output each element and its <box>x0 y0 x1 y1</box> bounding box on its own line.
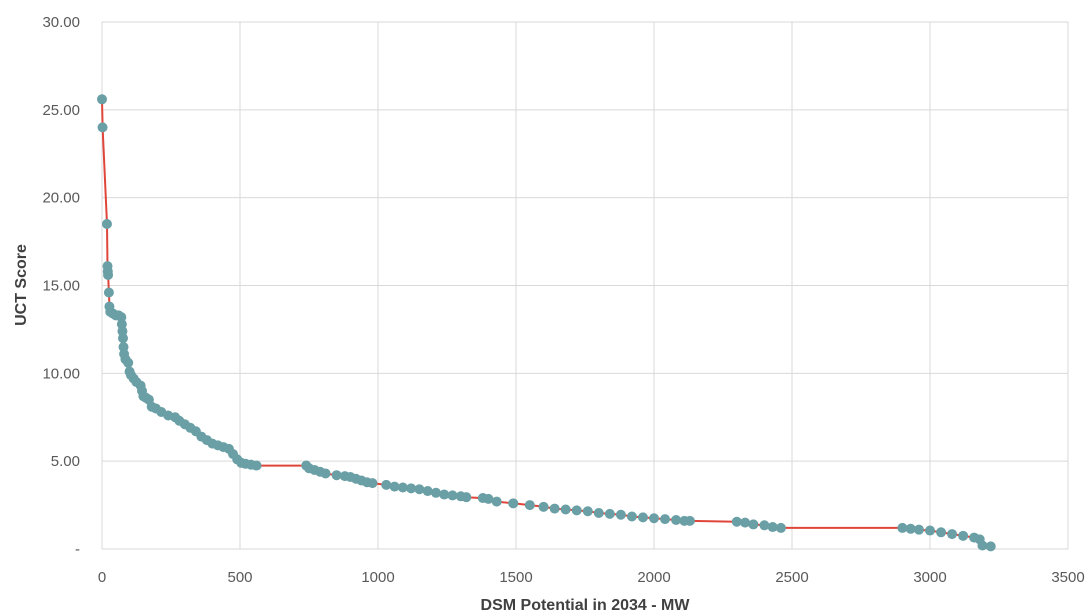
data-point <box>684 515 695 526</box>
plot-area <box>101 21 1069 550</box>
data-point <box>748 519 759 530</box>
y-tick-label: 30.00 <box>42 14 80 31</box>
data-point <box>422 486 433 497</box>
y-tick-label: 5.00 <box>51 453 80 470</box>
data-point <box>767 522 778 533</box>
data-point <box>925 525 935 536</box>
data-series <box>97 94 996 552</box>
data-point <box>958 530 969 541</box>
data-point <box>123 357 134 368</box>
data-point <box>97 94 107 105</box>
x-tick-label: 1500 <box>499 569 532 586</box>
data-point <box>103 269 114 280</box>
data-point <box>759 520 770 531</box>
data-point <box>367 478 378 489</box>
data-point <box>637 512 648 523</box>
data-point <box>740 517 751 528</box>
data-point <box>671 515 682 526</box>
x-tick-label: 2000 <box>637 569 670 586</box>
x-axis-title: DSM Potential in 2034 - MW <box>481 597 691 614</box>
data-point <box>571 505 582 516</box>
data-point <box>397 482 408 493</box>
series-line <box>101 99 991 548</box>
data-point <box>381 479 392 490</box>
data-point <box>430 487 441 498</box>
data-point <box>560 504 571 515</box>
x-tick-label: 500 <box>227 569 252 586</box>
data-point <box>626 511 637 522</box>
y-axis-title: UCT Score <box>13 244 30 326</box>
data-point <box>439 489 450 500</box>
data-point <box>491 496 502 507</box>
data-point <box>615 509 626 520</box>
data-point <box>447 490 458 501</box>
data-point <box>582 506 593 517</box>
x-tick-label: 2500 <box>775 569 808 586</box>
data-point <box>103 287 114 298</box>
x-tick-label: 1000 <box>361 569 394 586</box>
data-point <box>414 484 425 495</box>
data-point <box>117 333 128 344</box>
data-point <box>977 540 988 551</box>
data-point <box>389 481 400 492</box>
data-point <box>913 524 924 535</box>
y-tick-label: 20.00 <box>42 190 80 207</box>
tick-labels: 0 500 1000 1500 2000 2500 3000 3500 - 5.00 10.00 15… <box>42 14 1084 586</box>
data-point <box>775 522 786 533</box>
data-point <box>251 460 262 471</box>
data-point <box>985 541 996 552</box>
data-point <box>660 514 671 525</box>
data-point <box>331 470 342 481</box>
data-point <box>483 493 494 504</box>
data-point <box>936 527 947 538</box>
data-point <box>649 513 659 524</box>
y-tick-label: 15.00 <box>42 278 80 295</box>
x-tick-label: 3500 <box>1051 569 1084 586</box>
data-point <box>905 523 916 534</box>
x-tick-label: 3000 <box>913 569 946 586</box>
data-point <box>731 516 742 527</box>
data-point <box>947 529 958 540</box>
y-tick-label: 10.00 <box>42 365 80 382</box>
y-tick-label: - <box>75 541 80 558</box>
y-tick-label: 25.00 <box>42 102 80 119</box>
data-point <box>508 498 519 509</box>
data-point <box>320 468 331 479</box>
data-point <box>604 508 615 519</box>
data-point <box>538 501 549 512</box>
data-point <box>461 492 472 503</box>
data-point <box>406 483 417 494</box>
gridlines <box>101 21 1069 550</box>
data-point <box>524 500 535 511</box>
data-point <box>101 219 112 230</box>
data-point <box>549 503 560 514</box>
data-point <box>593 507 604 518</box>
data-point <box>97 122 108 133</box>
x-tick-label: 0 <box>98 569 106 586</box>
data-point <box>897 522 908 533</box>
